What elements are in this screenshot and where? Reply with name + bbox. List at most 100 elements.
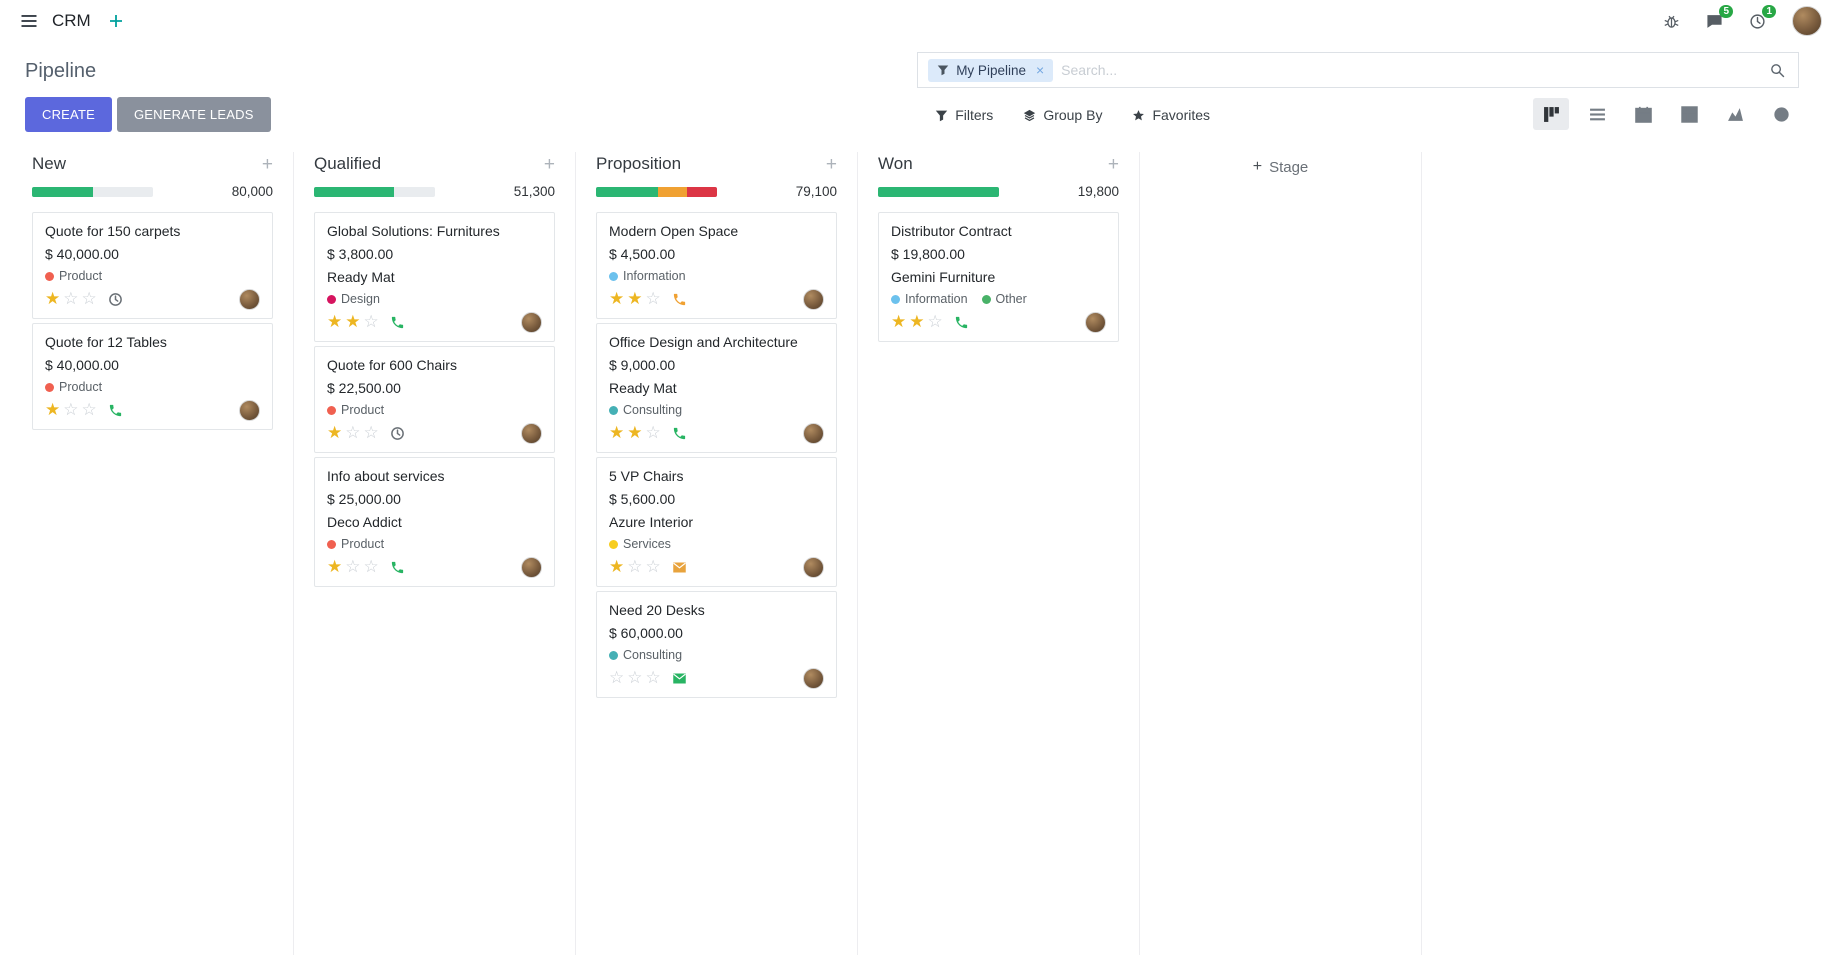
priority-star-icon[interactable]: ☆ [363,557,379,576]
priority-star-icon[interactable]: ☆ [645,423,661,442]
priority-star-icon[interactable]: ★ [327,423,343,442]
priority-star-icon[interactable]: ☆ [927,312,943,331]
plus-icon[interactable] [103,8,129,34]
kanban-card[interactable]: Need 20 Desks $ 60,000.00 Consulting ☆ ☆ ☆ [596,591,837,698]
card-avatar[interactable] [803,423,824,444]
priority-star-icon[interactable]: ★ [627,289,643,308]
column-progressbar[interactable] [32,186,153,197]
priority-star-icon[interactable]: ☆ [627,668,643,687]
progressbar-segment[interactable] [32,186,93,197]
priority-star-icon[interactable]: ☆ [81,400,97,419]
priority-star-icon[interactable]: ☆ [363,312,379,331]
phone-activity-icon[interactable] [108,403,123,418]
column-title[interactable]: Proposition [596,154,682,173]
phone-activity-icon[interactable] [390,315,405,330]
group-by-menu-button[interactable]: Group By [1023,107,1102,123]
progressbar-segment[interactable] [686,186,717,197]
kanban-card[interactable]: Global Solutions: Furnitures $ 3,800.00 … [314,212,555,342]
priority-star-icon[interactable]: ☆ [645,289,661,308]
card-avatar[interactable] [803,557,824,578]
view-pivot-icon[interactable] [1671,98,1707,130]
priority-star-icon[interactable]: ★ [327,312,343,331]
priority-star-icon[interactable]: ☆ [645,668,661,687]
card-avatar[interactable] [521,312,542,333]
search-input[interactable] [1061,62,1759,78]
card-avatar[interactable] [239,289,260,310]
bug-icon[interactable] [1653,7,1690,36]
priority-star-icon[interactable]: ★ [909,312,925,331]
priority-star-icon[interactable]: ☆ [345,557,361,576]
priority-star-icon[interactable]: ☆ [363,423,379,442]
kanban-card[interactable]: Modern Open Space $ 4,500.00 Information… [596,212,837,319]
facet-remove-icon[interactable]: × [1035,62,1045,78]
view-graph-icon[interactable] [1717,98,1753,130]
priority-star-icon[interactable]: ☆ [63,289,79,308]
column-quick-add-button[interactable]: + [825,153,837,175]
kanban-card[interactable]: Quote for 12 Tables $ 40,000.00 Product … [32,323,273,430]
view-kanban-icon[interactable] [1533,98,1569,130]
favorites-menu-button[interactable]: Favorites [1132,107,1210,123]
kanban-card[interactable]: Quote for 600 Chairs $ 22,500.00 Product… [314,346,555,453]
priority-star-icon[interactable]: ★ [891,312,907,331]
create-button[interactable]: CREATE [25,97,112,132]
clock-activity-icon[interactable] [390,426,405,441]
card-avatar[interactable] [239,400,260,421]
priority-star-icon[interactable]: ★ [609,289,625,308]
priority-star-icon[interactable]: ★ [327,557,343,576]
activities-clock-icon[interactable]: 1 [1739,4,1776,36]
card-avatar[interactable] [803,289,824,310]
column-progressbar[interactable] [314,186,435,197]
priority-star-icon[interactable]: ☆ [645,557,661,576]
column-quick-add-button[interactable]: + [1107,153,1119,175]
card-avatar[interactable] [521,423,542,444]
add-stage-button[interactable]: + Stage [1253,158,1309,176]
card-avatar[interactable] [803,668,824,689]
column-quick-add-button[interactable]: + [543,153,555,175]
priority-star-icon[interactable]: ★ [609,557,625,576]
card-avatar[interactable] [521,557,542,578]
phone-activity-icon[interactable] [672,292,687,307]
apps-menu-icon[interactable] [16,8,42,34]
column-title[interactable]: Won [878,154,913,173]
priority-star-icon[interactable]: ☆ [627,557,643,576]
kanban-card[interactable]: Info about services $ 25,000.00 Deco Add… [314,457,555,587]
phone-activity-icon[interactable] [672,426,687,441]
column-progressbar[interactable] [596,186,717,197]
column-title[interactable]: New [32,154,67,173]
user-avatar[interactable] [1792,6,1822,36]
search-icon[interactable] [1767,60,1788,81]
messages-icon[interactable]: 5 [1696,4,1733,36]
app-name[interactable]: CRM [52,11,91,30]
priority-star-icon[interactable]: ★ [345,312,361,331]
column-quick-add-button[interactable]: + [261,153,273,175]
progressbar-segment[interactable] [878,186,999,197]
priority-star-icon[interactable]: ★ [609,423,625,442]
priority-star-icon[interactable]: ★ [627,423,643,442]
card-avatar[interactable] [1085,312,1106,333]
column-progressbar[interactable] [878,186,999,197]
priority-star-icon[interactable]: ☆ [63,400,79,419]
priority-star-icon[interactable]: ★ [45,400,61,419]
progressbar-segment[interactable] [596,186,658,197]
generate-leads-button[interactable]: GENERATE LEADS [116,97,271,132]
search-facet[interactable]: My Pipeline × [928,58,1054,82]
priority-star-icon[interactable]: ☆ [345,423,361,442]
kanban-card[interactable]: Office Design and Architecture $ 9,000.0… [596,323,837,453]
clock-activity-icon[interactable] [108,292,123,307]
phone-activity-icon[interactable] [390,560,405,575]
phone-activity-icon[interactable] [954,315,969,330]
view-list-icon[interactable] [1579,98,1615,130]
view-activity-icon[interactable] [1763,98,1799,130]
priority-star-icon[interactable]: ★ [45,289,61,308]
kanban-card[interactable]: Distributor Contract $ 19,800.00 Gemini … [878,212,1119,342]
filters-menu-button[interactable]: Filters [935,107,993,123]
column-title[interactable]: Qualified [314,154,382,173]
view-calendar-icon[interactable] [1625,98,1661,130]
progressbar-segment[interactable] [657,186,687,197]
search-bar[interactable]: My Pipeline × [917,52,1799,88]
envelope-activity-icon[interactable] [672,671,687,686]
priority-star-icon[interactable]: ☆ [609,668,625,687]
kanban-card[interactable]: Quote for 150 carpets $ 40,000.00 Produc… [32,212,273,319]
kanban-card[interactable]: 5 VP Chairs $ 5,600.00 Azure Interior Se… [596,457,837,587]
envelope-activity-icon[interactable] [672,560,687,575]
